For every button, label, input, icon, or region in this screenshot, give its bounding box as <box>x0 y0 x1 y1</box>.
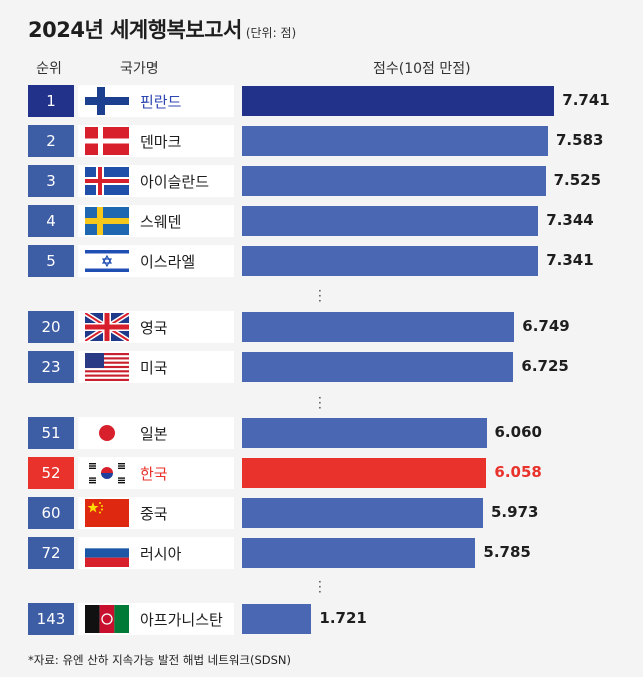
value-label: 5.785 <box>483 543 531 561</box>
japan-flag-icon <box>85 419 129 447</box>
south-korea-flag-icon <box>85 459 129 487</box>
column-header-country: 국가명 <box>120 61 159 77</box>
country-cell: 아프가니스탄 <box>78 603 234 635</box>
denmark-flag-icon <box>85 127 129 155</box>
bar <box>242 418 487 448</box>
value-label: 7.344 <box>546 211 594 229</box>
country-name: 스웨덴 <box>140 212 182 231</box>
rank-cell: 143 <box>28 603 74 635</box>
value-label: 6.060 <box>494 423 542 441</box>
column-header-score: 점수(10점 만점) <box>373 61 471 77</box>
country-name: 한국 <box>140 464 168 483</box>
bar <box>242 458 487 488</box>
country-cell: 아이슬란드 <box>78 165 234 197</box>
rank-cell: 23 <box>28 351 74 383</box>
bar <box>242 604 312 634</box>
country-cell: 덴마크 <box>78 125 234 157</box>
value-label: 1.721 <box>319 609 367 627</box>
uk-flag-icon <box>85 313 129 341</box>
bar <box>242 206 539 236</box>
rank-cell: 2 <box>28 125 74 157</box>
country-cell: 일본 <box>78 417 234 449</box>
value-label: 7.525 <box>553 171 602 189</box>
value-label: 7.741 <box>562 91 610 109</box>
country-name: 미국 <box>140 358 168 377</box>
ellipsis-icon: · · · <box>318 284 322 308</box>
country-name: 아이슬란드 <box>140 172 210 191</box>
country-cell: 스웨덴 <box>78 205 234 237</box>
rank-cell: 20 <box>28 311 74 343</box>
bar <box>242 538 476 568</box>
source-note: *자료: 유엔 산하 지속가능 발전 해법 네트워크(SDSN) <box>28 653 292 667</box>
rank-cell: 52 <box>28 457 74 489</box>
country-name: 아프가니스탄 <box>140 610 223 629</box>
country-cell: 한국 <box>78 457 234 489</box>
bar <box>242 166 546 196</box>
country-cell: 영국 <box>78 311 234 343</box>
bar <box>242 352 514 382</box>
column-header-rank: 순위 <box>36 61 62 77</box>
israel-flag-icon <box>85 247 129 275</box>
russia-flag-icon <box>85 539 129 567</box>
country-name: 일본 <box>140 424 168 443</box>
rank-cell: 1 <box>28 85 74 117</box>
china-flag-icon <box>85 499 129 527</box>
rank-cell: 5 <box>28 245 74 277</box>
afghanistan-flag-icon <box>85 605 129 633</box>
rank-cell: 60 <box>28 497 74 529</box>
value-label: 7.341 <box>546 251 594 269</box>
rank-cell: 72 <box>28 537 74 569</box>
value-label: 6.749 <box>522 317 570 335</box>
country-cell: 중국 <box>78 497 234 529</box>
bar <box>242 312 515 342</box>
value-label: 6.725 <box>521 357 569 375</box>
iceland-flag-icon <box>85 167 129 195</box>
country-name: 중국 <box>140 504 168 523</box>
country-name: 영국 <box>140 318 168 337</box>
finland-flag-icon <box>85 87 129 115</box>
unit-label: (단위: 점) <box>245 26 297 40</box>
ellipsis-icon: · · · <box>318 575 322 599</box>
rank-cell: 3 <box>28 165 74 197</box>
country-name: 덴마크 <box>140 132 182 151</box>
country-cell: 미국 <box>78 351 234 383</box>
ellipsis-icon: · · · <box>318 391 322 415</box>
sweden-flag-icon <box>85 207 129 235</box>
country-name: 러시아 <box>140 544 182 563</box>
chart-title: 2024년 세계행복보고서 <box>28 18 242 42</box>
bar <box>242 126 548 156</box>
value-label: 5.973 <box>491 503 539 521</box>
country-name: 이스라엘 <box>140 252 196 271</box>
country-name: 핀란드 <box>140 92 182 111</box>
title-row: 2024년 세계행복보고서 (단위: 점) <box>28 14 296 44</box>
bar <box>242 498 483 528</box>
bar <box>242 86 555 116</box>
value-label: 6.058 <box>494 463 542 481</box>
country-cell: 러시아 <box>78 537 234 569</box>
country-cell: 이스라엘 <box>78 245 234 277</box>
rank-cell: 51 <box>28 417 74 449</box>
usa-flag-icon <box>85 353 129 381</box>
rank-cell: 4 <box>28 205 74 237</box>
value-label: 7.583 <box>556 131 604 149</box>
bar <box>242 246 539 276</box>
country-cell: 핀란드 <box>78 85 234 117</box>
